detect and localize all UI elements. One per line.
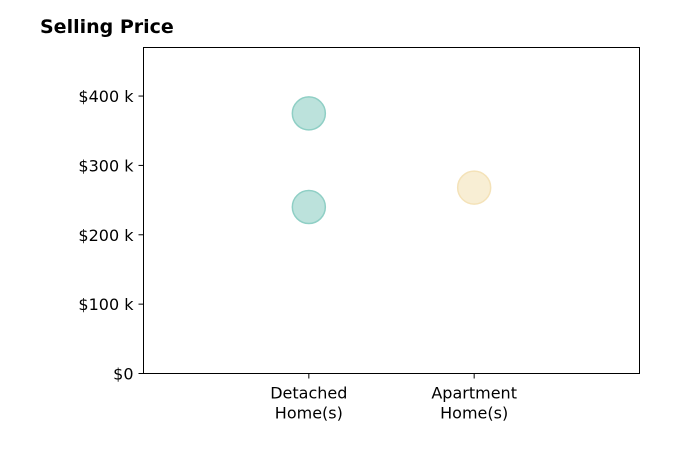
x-tick-label: Detached <box>270 384 347 403</box>
chart-title: Selling Price <box>40 16 174 38</box>
plot-frame <box>143 47 640 374</box>
y-tick-label: $0 <box>113 365 133 384</box>
y-tick-label: $300 k <box>78 156 134 175</box>
y-tick-label: $100 k <box>78 295 134 314</box>
x-tick-label: Home(s) <box>275 404 343 423</box>
x-tick-label: Apartment <box>431 384 517 403</box>
data-point <box>291 189 327 225</box>
data-points <box>291 96 492 225</box>
y-tick-label: $400 k <box>78 87 134 106</box>
y-axis: $0 $100 k $200 k $300 k $400 k <box>78 87 144 384</box>
data-point <box>456 170 492 205</box>
x-tick-label: Home(s) <box>440 404 508 423</box>
y-tick-label: $200 k <box>78 226 134 245</box>
data-point <box>291 96 327 131</box>
